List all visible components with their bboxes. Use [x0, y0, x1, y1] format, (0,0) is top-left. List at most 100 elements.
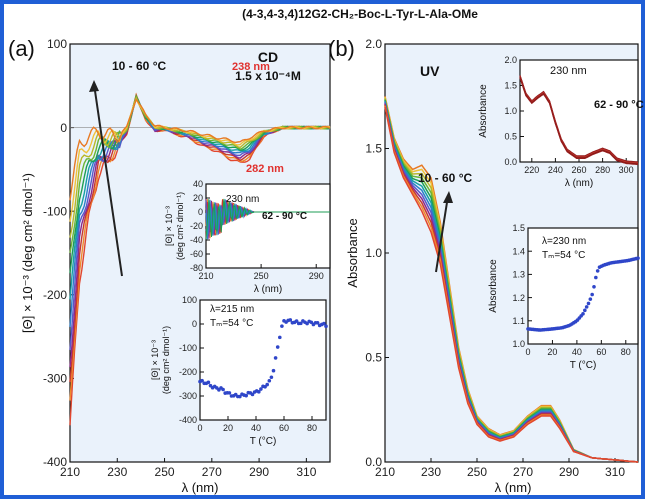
- y-tick-label: 2.0: [504, 55, 517, 65]
- uv-melt-point: [595, 269, 600, 273]
- x-tick-label: 40: [572, 347, 582, 357]
- y-tick-label: 100: [47, 37, 67, 51]
- uv-melt-point: [586, 301, 591, 306]
- cd-282-label: 282 nm: [246, 163, 284, 175]
- x-tick-label: 270: [513, 465, 533, 479]
- uv-melt-point: [588, 297, 593, 301]
- uv-inset-y-label: Absorbance: [478, 84, 489, 138]
- y-tick-label: 100: [182, 295, 197, 305]
- cd-melt-point: [259, 387, 263, 391]
- uv-melt-point: [584, 305, 589, 309]
- y-tick-label: 0.5: [365, 351, 382, 365]
- y-tick-label: -300: [179, 391, 197, 401]
- y-tick-label: 0.5: [504, 132, 517, 142]
- cd-melt-point: [278, 335, 282, 340]
- cd-title: CD: [258, 49, 278, 65]
- y-tick-label: -200: [43, 288, 67, 302]
- cd-melt-point: [322, 321, 326, 326]
- cd-melt-point: [221, 387, 225, 392]
- y-tick-label: 0: [198, 207, 203, 217]
- cd-spectrum-line: [69, 97, 331, 201]
- y-tick-label: -300: [43, 372, 67, 386]
- uv-y-axis-label: Absorbance: [345, 218, 360, 287]
- uv-melt-tm: Tₘ=54 °C: [542, 250, 585, 261]
- x-tick-label: 60: [596, 347, 606, 357]
- x-tick-label: 250: [254, 271, 269, 281]
- cd-inset-y-label-1: [Θ] × 10⁻³: [164, 206, 174, 246]
- cd-inset-x-label: λ (nm): [254, 284, 282, 295]
- cd-temp-label: 10 - 60 °C: [112, 59, 166, 73]
- uv-melt-point: [581, 312, 585, 316]
- cd-melt-point: [250, 392, 255, 397]
- cd-y-axis-label: [Θ] × 10⁻³ (deg cm² dmol⁻¹): [20, 173, 35, 333]
- uv-melt-point: [583, 308, 587, 313]
- y-tick-label: 40: [193, 179, 203, 189]
- cd-trend-arrow: [93, 83, 123, 277]
- x-tick-label: 210: [198, 271, 213, 281]
- x-tick-label: 290: [249, 465, 269, 479]
- cd-melt-point: [200, 378, 204, 383]
- cd-melt-point: [257, 390, 261, 394]
- y-tick-label: -100: [43, 204, 67, 218]
- y-tick-label: 1.5: [504, 81, 517, 91]
- y-tick-label: -60: [190, 249, 203, 259]
- y-tick-label: 0.0: [504, 157, 517, 167]
- uv-inset-230-label: 230 nm: [550, 65, 587, 77]
- cd-melt-point: [275, 345, 280, 349]
- uv-inset-melt-chart: 0 20 40 60 80 1.5 1.4 1.3 1.2 1.1 1.0 λ=230 nm Tₘ=54…: [488, 223, 640, 371]
- uv-melt-y-label: Absorbance: [488, 259, 499, 313]
- cd-arrowhead: [89, 80, 99, 92]
- x-tick-label: 250: [155, 465, 175, 479]
- plot-area: [199, 299, 327, 421]
- cd-melt-point: [269, 375, 274, 380]
- x-tick-label: 0: [197, 423, 202, 433]
- plot-area: [519, 59, 639, 163]
- cd-melt-point: [299, 321, 303, 326]
- uv-spectrum-line: [384, 106, 639, 463]
- x-tick-label: 300: [619, 165, 634, 175]
- uv-x-axis-label: λ (nm): [495, 480, 532, 495]
- x-tick-label: 310: [296, 465, 316, 479]
- cd-melt-point: [227, 391, 232, 395]
- y-tick-label: 1.4: [512, 246, 525, 256]
- uv-melt-wavelength: λ=230 nm: [542, 236, 586, 247]
- cd-melt-point: [324, 324, 328, 328]
- x-tick-label: 80: [621, 347, 631, 357]
- x-tick-label: 40: [251, 423, 261, 433]
- figure-title: (4-3,4-3,4)12G2-CH₂-Boc-L-Tyr-L-Ala-OMe: [242, 7, 478, 21]
- cd-melt-point: [280, 324, 284, 328]
- x-tick-label: 290: [309, 271, 324, 281]
- uv-title: UV: [420, 63, 440, 79]
- x-tick-label: 240: [548, 165, 563, 175]
- y-tick-label: 0.0: [365, 455, 382, 469]
- y-tick-label: -400: [179, 415, 197, 425]
- cd-inset-melt-chart: 0 20 40 60 80 100 0 -100 -200 -300 -400 λ=215 nm Tₘ=…: [150, 295, 328, 447]
- x-tick-label: 270: [202, 465, 222, 479]
- uv-trend-arrow: [435, 195, 449, 273]
- uv-inset-x-label: λ (nm): [565, 178, 593, 189]
- cd-inset-y-label-2: (deg cm² dmol⁻¹): [175, 192, 185, 260]
- y-tick-label: 20: [193, 193, 203, 203]
- cd-melt-point: [288, 318, 293, 322]
- y-tick-label: 0: [192, 319, 197, 329]
- cd-melt-point: [206, 380, 211, 385]
- x-tick-label: 210: [60, 465, 80, 479]
- cd-melt-point: [238, 394, 242, 399]
- uv-inset-spectrum-line: [519, 77, 639, 166]
- cd-melt-y-label-1: [Θ] × 10⁻³: [150, 340, 160, 380]
- x-tick-label: 220: [524, 165, 539, 175]
- y-tick-label: 1.2: [512, 293, 525, 303]
- x-tick-label: 20: [547, 347, 557, 357]
- y-tick-label: -80: [190, 263, 203, 273]
- uv-melt-point: [592, 284, 596, 289]
- x-tick-label: 0: [525, 347, 530, 357]
- cd-x-axis-label: λ (nm): [182, 480, 219, 495]
- cd-melt-y-label-2: (deg cm² dmol⁻¹): [161, 326, 171, 394]
- uv-melt-point: [636, 256, 640, 260]
- panel-b-label: (b): [328, 36, 355, 61]
- cd-spectrum-line: [69, 94, 331, 274]
- y-tick-label: 1.5: [365, 142, 382, 156]
